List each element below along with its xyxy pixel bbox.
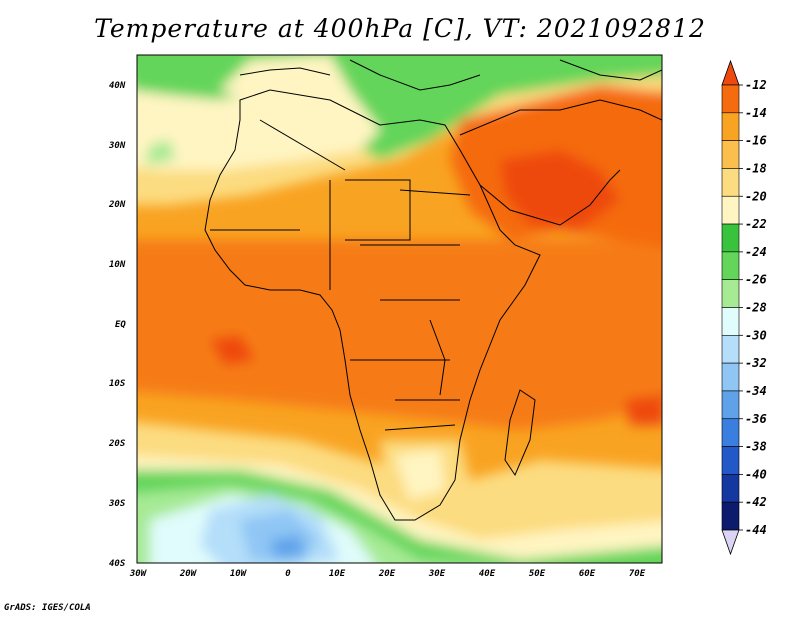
lat-label: 40S bbox=[109, 559, 126, 569]
coastline-outline bbox=[204, 59, 662, 521]
colorbar-swatch bbox=[721, 59, 740, 86]
colorbar-label: -18 bbox=[745, 161, 767, 175]
lon-label: 30E bbox=[428, 569, 446, 579]
colorbar-label: -34 bbox=[745, 384, 767, 398]
colorbar-swatch bbox=[721, 307, 740, 336]
colorbar-label: -20 bbox=[745, 189, 767, 203]
colorbar-swatch bbox=[721, 390, 740, 420]
lon-label: 20W bbox=[179, 569, 198, 579]
colorbar-swatch bbox=[721, 223, 740, 253]
colorbar-label: -16 bbox=[745, 134, 767, 148]
lat-label: 10N bbox=[109, 260, 126, 270]
latitude-axis: 40N 30N 20N 10N EQ 10S 20S 30S 40S bbox=[108, 81, 126, 569]
colorbar-label: -24 bbox=[745, 245, 767, 259]
lon-label: 10E bbox=[329, 569, 346, 579]
credit-text: GrADS: IGES/COLA bbox=[4, 603, 91, 613]
lat-label: 20N bbox=[108, 200, 126, 210]
colorbar-label: -22 bbox=[745, 217, 767, 231]
colorbar-swatch bbox=[721, 168, 740, 197]
colorbar-swatch bbox=[721, 446, 740, 475]
lon-label: 20E bbox=[378, 569, 396, 579]
lat-label: 10S bbox=[109, 379, 126, 389]
colorbar-label: -42 bbox=[745, 495, 767, 509]
colorbar-label: -44 bbox=[745, 523, 767, 537]
longitude-axis: 30W 20W 10W 0 10E 20E 30E 40E 50E 60E 70… bbox=[129, 569, 646, 579]
colorbar-swatch bbox=[721, 418, 740, 447]
colorbar-label: -14 bbox=[745, 106, 767, 120]
lon-label: 40E bbox=[479, 569, 496, 579]
colorbar-swatch bbox=[721, 474, 740, 503]
colorbar-label: -30 bbox=[745, 328, 767, 342]
map-frame bbox=[136, 54, 663, 564]
colorbar-swatch bbox=[721, 279, 740, 308]
colorbar-swatch bbox=[721, 251, 740, 280]
colorbar-swatch bbox=[721, 501, 740, 531]
temperature-field bbox=[137, 55, 662, 563]
colorbar-swatch bbox=[721, 335, 740, 364]
colorbar-swatch bbox=[721, 529, 740, 556]
colorbar-swatch bbox=[721, 84, 740, 114]
lon-label: 50E bbox=[529, 569, 546, 579]
lon-label: 70E bbox=[629, 569, 646, 579]
colorbar-label: -40 bbox=[745, 467, 767, 481]
colorbar-swatch bbox=[721, 140, 740, 169]
colorbar-label: -28 bbox=[745, 301, 767, 315]
colorbar-label: -12 bbox=[745, 78, 767, 92]
lon-label: 0 bbox=[285, 569, 291, 579]
colorbar-swatch bbox=[721, 112, 740, 141]
lat-label: 30S bbox=[108, 499, 126, 509]
colorbar-swatch bbox=[721, 195, 740, 225]
colorbar-label: -38 bbox=[745, 440, 767, 454]
lat-label: 20S bbox=[108, 439, 126, 449]
lat-label: 30N bbox=[108, 141, 126, 151]
colorbar-label: -36 bbox=[745, 412, 767, 426]
colorbar-label: -26 bbox=[745, 273, 767, 287]
colorbar-label: -32 bbox=[745, 356, 767, 370]
lon-label: 60E bbox=[579, 569, 596, 579]
lon-label: 30W bbox=[129, 569, 148, 579]
lon-label: 10W bbox=[230, 569, 248, 579]
lat-label: EQ bbox=[115, 320, 126, 330]
lat-label: 40N bbox=[109, 81, 126, 91]
map-title: Temperature at 400hPa [C], VT: 202109281… bbox=[94, 14, 706, 43]
colorbar-swatch bbox=[721, 362, 740, 392]
colorbar: -12 -14 -16 -18 -20 -22 -24 -26 -28 -30 -32 -34 -36 -… bbox=[721, 59, 767, 556]
